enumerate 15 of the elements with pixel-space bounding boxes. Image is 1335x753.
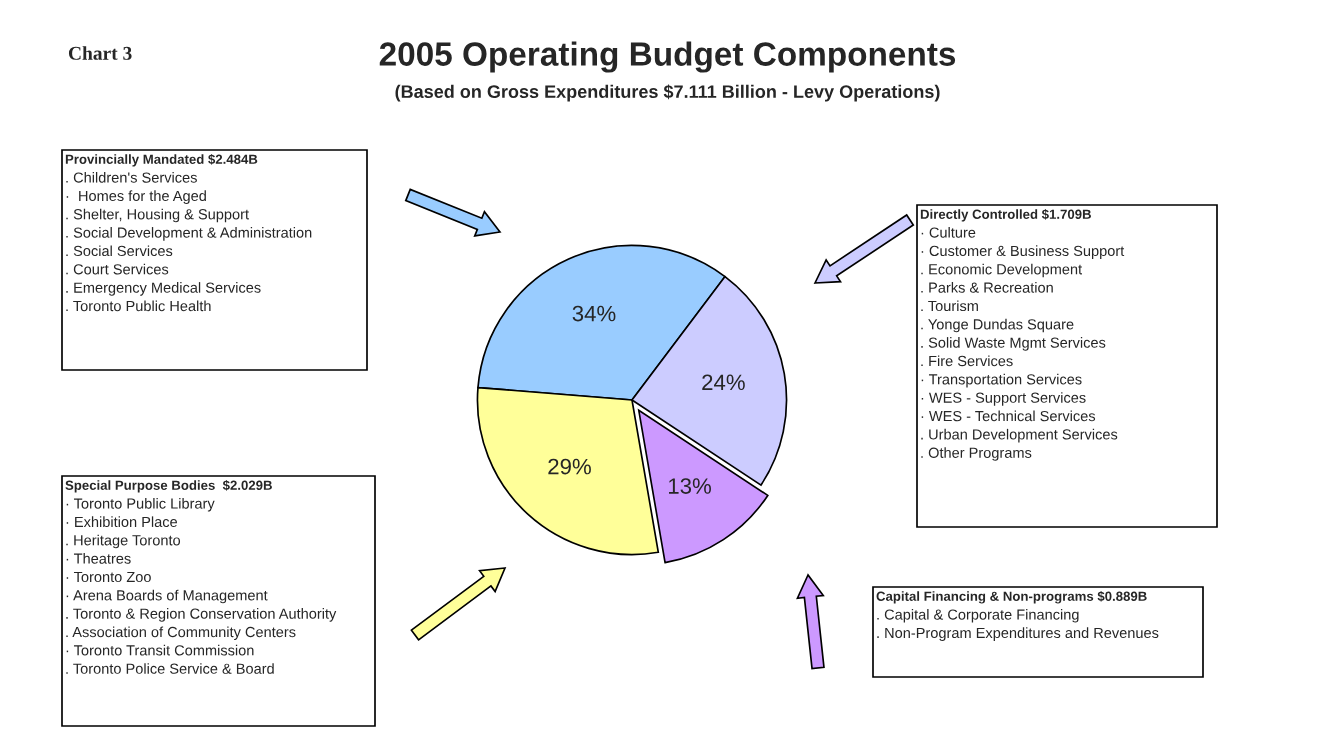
text: · Culture · Customer & Business Support . Economic Development . Parks & Recreation . Tourism . Yonge Dundas Square . Solid Waste Mgmt Services . Fire Services · Transportation Services · WES - Support Services · WES - Technical Services . Urban Development Services . Other Programs [921, 227, 1125, 461]
text: Special Purpose Bodies $2.029B [65, 480, 272, 493]
text: . Capital & Corporate Financing . Non-Program Expenditures and Revenues [877, 609, 1159, 641]
text: Capital Financing & Non-programs $0.889B [876, 591, 1147, 604]
data-label: 13% [669, 478, 711, 494]
caption: Chart 3 [68, 46, 132, 60]
chart-title: 2005 Operating Budget Components [379, 41, 956, 73]
data-label: 29% [548, 458, 591, 475]
text: · Toronto Public Library · Exhibition Place . Heritage Toronto · Theatres · Toronto Zoo · Arena Boards of Management . Toronto & Region Conservation Authority . Association of Community Centers · Toronto Transit Commission . Toronto Police Service & Board [66, 498, 337, 674]
data-label: 24% [702, 374, 745, 391]
text: Provincially Mandated $2.484B [65, 154, 258, 167]
text: Directly Controlled $1.709B [920, 209, 1091, 222]
chart-subtitle: (Based on Gross Expenditures $7.111 Billion - Levy Operations) [395, 84, 940, 102]
data-label: 34% [572, 305, 616, 322]
text: . Children's Services · Homes for the Aged . Shelter, Housing & Support . Social Development & Administration . Social Services . Court Services . Emergency Medical Services . Toronto Public Health [66, 172, 312, 312]
